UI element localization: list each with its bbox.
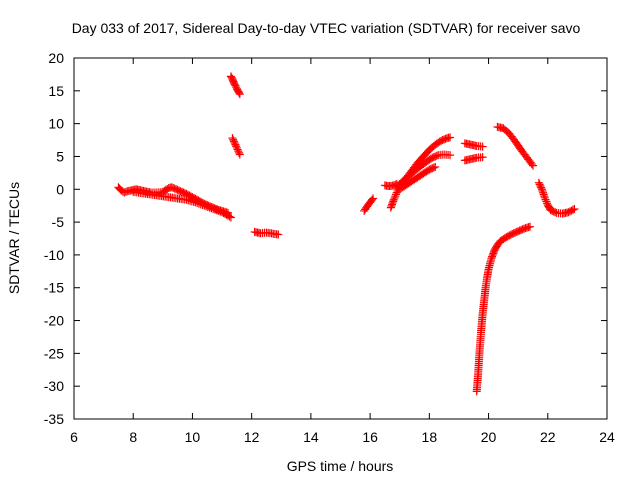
y-tick-label: 0 <box>56 181 64 197</box>
data-point <box>214 206 223 215</box>
data-point <box>234 147 243 156</box>
data-point <box>431 162 440 171</box>
data-point <box>229 137 238 146</box>
data-point <box>212 206 221 215</box>
data-point <box>235 150 244 159</box>
x-axis: 6 8 10 12 14 16 18 20 22 24 <box>70 58 615 445</box>
data-point <box>432 151 441 160</box>
data-point <box>528 161 537 170</box>
data-point <box>526 222 535 231</box>
data-point <box>535 180 544 189</box>
data-point <box>198 201 207 210</box>
data-point <box>232 142 241 151</box>
data-point <box>527 160 536 169</box>
y-axis: 20 15 10 5 0 -5 -10 -15 -20 -25 -30 -35 <box>44 50 607 427</box>
data-point <box>200 201 209 210</box>
data-point <box>205 203 214 212</box>
data-point <box>209 204 218 213</box>
data-points <box>114 72 579 396</box>
y-tick-label: -25 <box>44 345 64 361</box>
data-point <box>536 181 545 190</box>
data-point <box>194 199 203 208</box>
plot-frame <box>73 57 608 420</box>
data-point <box>478 142 487 151</box>
data-point <box>369 194 378 203</box>
y-tick-label: -20 <box>44 313 64 329</box>
data-point <box>478 153 487 162</box>
y-tick-label: 10 <box>48 116 64 132</box>
data-point <box>274 230 283 239</box>
data-point <box>541 195 550 204</box>
x-tick-label: 20 <box>481 429 497 445</box>
data-point <box>391 192 400 201</box>
y-tick-label: 15 <box>48 83 64 99</box>
x-axis-label: GPS time / hours <box>287 458 394 474</box>
data-point <box>568 205 577 214</box>
data-point <box>231 140 240 149</box>
data-point <box>225 212 234 221</box>
y-tick-label: -10 <box>44 247 64 263</box>
x-tick-label: 8 <box>129 429 137 445</box>
y-tick-label: -35 <box>44 411 64 427</box>
data-point <box>193 199 202 208</box>
x-tick-label: 16 <box>362 429 378 445</box>
data-point <box>231 81 240 90</box>
chart-title: Day 033 of 2017, Sidereal Day-to-day VTE… <box>72 20 581 36</box>
data-point <box>233 145 242 154</box>
x-tick-label: 6 <box>70 429 78 445</box>
y-axis-label: SDTVAR / TECUs <box>6 182 22 294</box>
data-point <box>202 202 211 211</box>
x-tick-label: 24 <box>599 429 615 445</box>
y-tick-label: -30 <box>44 378 64 394</box>
data-point <box>232 143 241 152</box>
y-tick-label: -15 <box>44 280 64 296</box>
data-point <box>537 183 546 192</box>
y-tick-label: 5 <box>56 148 64 164</box>
data-point <box>229 135 238 144</box>
data-point <box>542 197 551 206</box>
x-tick-label: 22 <box>540 429 556 445</box>
data-point <box>540 193 549 202</box>
data-point <box>207 204 216 213</box>
data-point <box>446 151 455 160</box>
x-tick-label: 12 <box>244 429 260 445</box>
x-tick-label: 18 <box>422 429 438 445</box>
data-point <box>228 134 237 143</box>
data-point <box>392 190 401 199</box>
data-point <box>390 193 399 202</box>
data-point <box>551 208 560 217</box>
x-tick-label: 14 <box>303 429 319 445</box>
data-point <box>191 198 200 207</box>
data-point <box>389 195 398 204</box>
data-point <box>446 133 455 142</box>
data-point <box>235 88 244 97</box>
data-point <box>235 148 244 157</box>
data-point <box>226 213 235 222</box>
data-point <box>203 202 212 211</box>
x-tick-label: 10 <box>185 429 201 445</box>
data-point <box>570 204 579 213</box>
data-point <box>210 205 219 214</box>
data-point <box>368 195 377 204</box>
data-point <box>230 138 239 147</box>
y-tick-label: -5 <box>52 214 65 230</box>
data-point <box>534 178 543 187</box>
data-point <box>429 163 438 172</box>
data-point <box>235 90 244 99</box>
y-tick-label: 20 <box>48 50 64 66</box>
data-point <box>196 200 205 209</box>
